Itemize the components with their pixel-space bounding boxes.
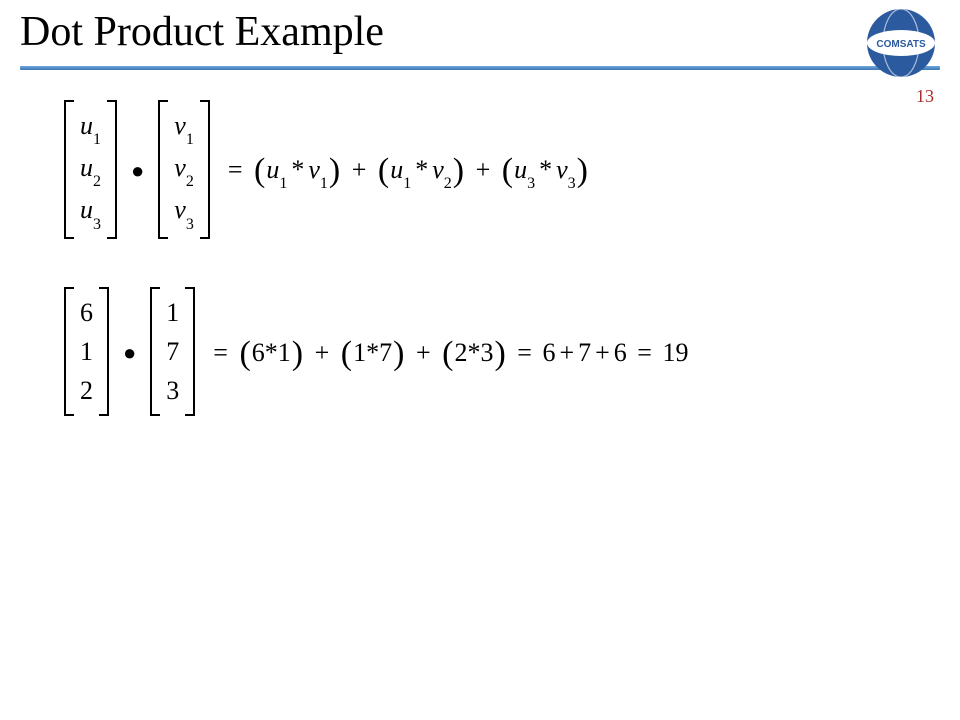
vector-u: u1 u2 u3 xyxy=(64,100,117,239)
numeric-rhs: = (6*1) + (1*7) + (2*3) = 6+7+6 = 19 xyxy=(209,332,688,370)
slide-content: u1 u2 u3 ● v1 v2 v3 = (u1*v1) + (u1*v2) … xyxy=(0,70,960,416)
equation-numeric: 6 1 2 ● 1 7 3 = (6*1) + (1*7) + (2*3) = … xyxy=(60,287,920,416)
vector-b: 1 7 3 xyxy=(150,287,195,416)
dot-operator-icon: ● xyxy=(131,158,144,184)
page-number: 13 xyxy=(916,86,934,107)
symbolic-rhs: = (u1*v1) + (u1*v2) + (u3*v3) xyxy=(224,149,589,189)
slide-title: Dot Product Example xyxy=(20,8,940,56)
slide-header: Dot Product Example COMSATS xyxy=(0,0,960,56)
equation-symbolic: u1 u2 u3 ● v1 v2 v3 = (u1*v1) + (u1*v2) … xyxy=(60,100,920,239)
dot-operator-icon: ● xyxy=(123,340,136,366)
comsats-logo-icon: COMSATS xyxy=(864,6,938,80)
logo-text: COMSATS xyxy=(876,39,926,50)
vector-a: 6 1 2 xyxy=(64,287,109,416)
result-value: 19 xyxy=(662,338,688,367)
vector-v: v1 v2 v3 xyxy=(158,100,210,239)
